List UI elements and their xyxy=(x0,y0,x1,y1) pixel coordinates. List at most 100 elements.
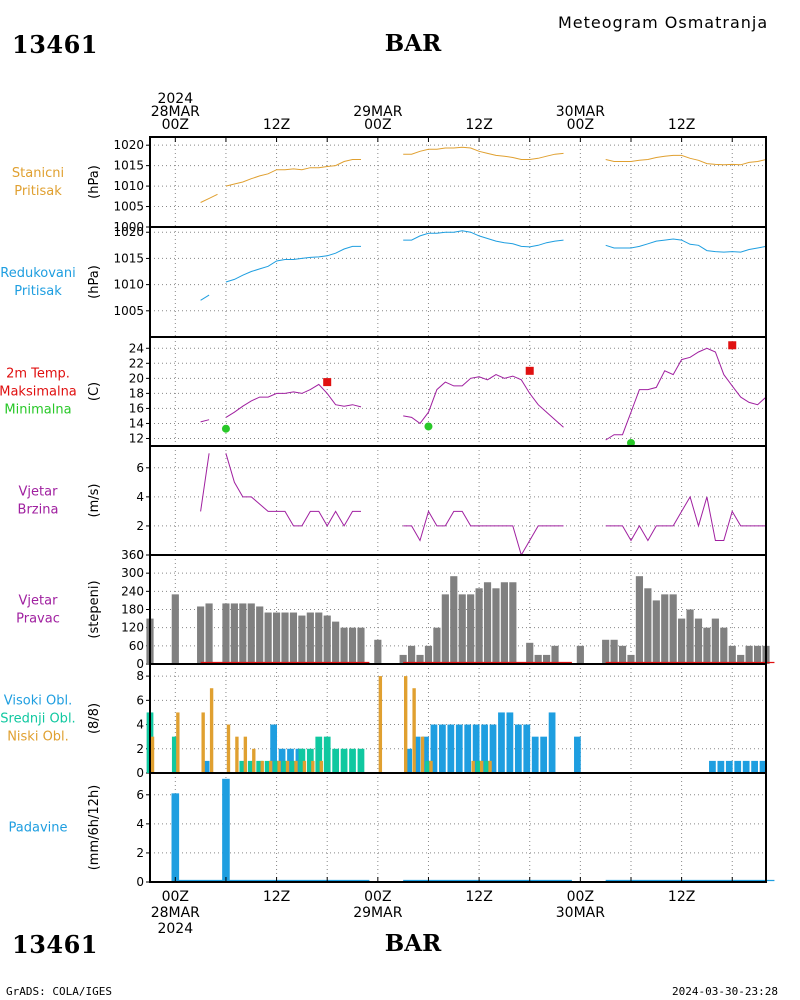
station-id-top: 13461 xyxy=(12,30,98,59)
wind-speed-series-line xyxy=(403,510,564,557)
station-pressure-ytick-label: 1005 xyxy=(113,200,144,214)
wind-direction-bar xyxy=(264,612,272,664)
reduced-pressure-series-line xyxy=(200,294,210,301)
cloud-cover-visoki-obl-bar xyxy=(709,760,716,773)
cloud-cover-visoki-obl-bar xyxy=(742,760,750,773)
station-pressure-ytick-label: 1020 xyxy=(113,138,144,152)
cloud-cover-niski-obl-bar xyxy=(488,760,492,773)
wind-direction-bar xyxy=(340,627,348,664)
cloud-cover-niski-obl-bar xyxy=(412,688,416,773)
wind-direction-ytick-label: 360 xyxy=(121,548,144,562)
wind-direction-bar xyxy=(509,582,517,664)
cloud-cover-niski-obl-bar xyxy=(479,760,484,773)
temperature-label-line: Maksimalna xyxy=(0,385,77,400)
wind-speed-label-line: Vjetar xyxy=(19,485,59,500)
cloud-cover-ytick-label: 0 xyxy=(136,766,144,780)
cloud-cover-srednji-obl-bar xyxy=(239,760,247,773)
wind-direction-bar xyxy=(256,606,264,664)
precipitation-ylabel: (mm/6h/12h) xyxy=(87,785,102,871)
temperature-ylabel: (C) xyxy=(87,382,102,401)
wind-direction-bar xyxy=(247,603,255,664)
wind-speed-ytick-label: 4 xyxy=(136,490,144,504)
cloud-cover-niski-obl-bar xyxy=(252,748,256,773)
wind-direction-bar xyxy=(332,621,340,664)
bottom-time-label: 12Z xyxy=(263,889,290,905)
top-time-label: 30MAR xyxy=(556,104,605,120)
reduced-pressure-series-line xyxy=(605,238,767,253)
wind-direction-bar xyxy=(678,618,686,664)
panel-precipitation: 0 2 4 6 (mm/6h/12h) Padavine xyxy=(9,772,775,889)
cloud-cover-ytick-label: 4 xyxy=(136,718,144,732)
wind-speed-series-line xyxy=(225,453,361,527)
cloud-cover-srednji-obl-bar xyxy=(306,748,314,773)
station-pressure-series-line xyxy=(225,159,361,187)
max-temp-marker xyxy=(525,366,534,375)
station-pressure-series-line xyxy=(200,193,218,203)
wind-direction-bar xyxy=(230,603,238,664)
cloud-cover-niski-obl-bar xyxy=(294,760,298,773)
wind-direction-bar xyxy=(737,654,745,664)
cloud-cover-visoki-obl-bar xyxy=(514,724,522,773)
cloud-cover-niski-obl-bar xyxy=(277,760,281,773)
wind-direction-bar xyxy=(298,615,306,664)
wind-direction-bar xyxy=(686,609,694,664)
wind-direction-bar xyxy=(610,639,618,664)
reduced-pressure-label-line: Pritisak xyxy=(14,284,62,299)
wind-direction-bar xyxy=(424,645,433,664)
reduced-pressure-series-line xyxy=(403,230,564,248)
wind-direction-bar xyxy=(492,588,500,664)
wind-direction-bar xyxy=(618,645,627,664)
wind-direction-bar xyxy=(703,627,711,664)
panel-cloud-cover: 0 2 4 6 8 (8/8) Visoki Obl. Srednji Obl. Niski O… xyxy=(0,663,767,780)
cloud-cover-srednji-obl-bar xyxy=(349,748,356,773)
min-temp-marker xyxy=(424,422,433,431)
station-pressure-ytick-label: 1010 xyxy=(113,179,144,193)
station-pressure-label-line: Pritisak xyxy=(14,184,62,199)
bottom-time-label: 28MAR xyxy=(151,905,200,921)
cloud-cover-srednji-obl-bar xyxy=(298,748,306,773)
wind-direction-bar xyxy=(374,639,382,664)
precipitation-ytick-label: 0 xyxy=(136,875,144,889)
wind-direction-bar xyxy=(753,645,762,664)
wind-direction-bar xyxy=(416,654,424,664)
wind-direction-ytick-label: 240 xyxy=(121,584,144,598)
wind-direction-ytick-label: 0 xyxy=(136,657,144,671)
cloud-cover-visoki-obl-bar xyxy=(481,724,488,773)
temperature-grid xyxy=(150,337,766,446)
bottom-time-label: 00Z xyxy=(567,889,594,905)
temperature-series-line xyxy=(403,374,564,428)
bottom-time-label: 12Z xyxy=(668,889,695,905)
station-pressure-ylabel: (hPa) xyxy=(87,165,102,199)
reduced-pressure-grid xyxy=(150,227,766,337)
wind-direction-bar xyxy=(576,645,584,664)
cloud-cover-niski-obl-bar xyxy=(302,760,307,773)
wind-direction-bar xyxy=(475,588,483,664)
wind-speed-ylabel: (m/s) xyxy=(87,484,102,518)
cloud-cover-srednji-obl-bar xyxy=(332,748,340,773)
wind-direction-ylabel: (stepeni) xyxy=(87,580,102,638)
cloud-cover-srednji-obl-bar xyxy=(315,736,323,773)
cloud-cover-visoki-obl-bar xyxy=(405,748,413,773)
cloud-cover-ytick-label: 6 xyxy=(136,693,144,707)
cloud-cover-visoki-obl-bar xyxy=(540,736,548,773)
cloud-cover-niski-obl-bar xyxy=(226,724,231,773)
precipitation-ytick-label: 2 xyxy=(136,846,144,860)
station-pressure-ytick-label: 1000 xyxy=(113,220,144,234)
footer-credit: GrADS: COLA/IGES xyxy=(6,985,112,998)
precipitation-bar xyxy=(171,793,180,882)
temperature-series-line xyxy=(225,383,362,418)
wind-direction-bar xyxy=(627,654,635,664)
wind-direction-bar xyxy=(197,606,205,664)
cloud-cover-srednji-obl-bar xyxy=(273,760,280,773)
product-title: Meteogram Osmatranja xyxy=(558,13,769,32)
cloud-cover-niski-obl-bar xyxy=(243,736,248,773)
top-time-label: 29MAR xyxy=(353,104,402,120)
wind-direction-bar xyxy=(669,594,677,664)
wind-speed-frame xyxy=(149,445,767,556)
wind-speed-ytick-label: 0 xyxy=(136,548,144,562)
station-pressure-series-line xyxy=(605,154,767,166)
cloud-cover-srednji-obl-bar xyxy=(256,760,264,773)
panel-wind-direction: 0 60 120 180 240 300 360 (stepeni) Vjetar Pravac xyxy=(16,548,775,671)
wind-direction-bar xyxy=(720,627,728,664)
cloud-cover-visoki-obl-bar xyxy=(413,736,421,773)
